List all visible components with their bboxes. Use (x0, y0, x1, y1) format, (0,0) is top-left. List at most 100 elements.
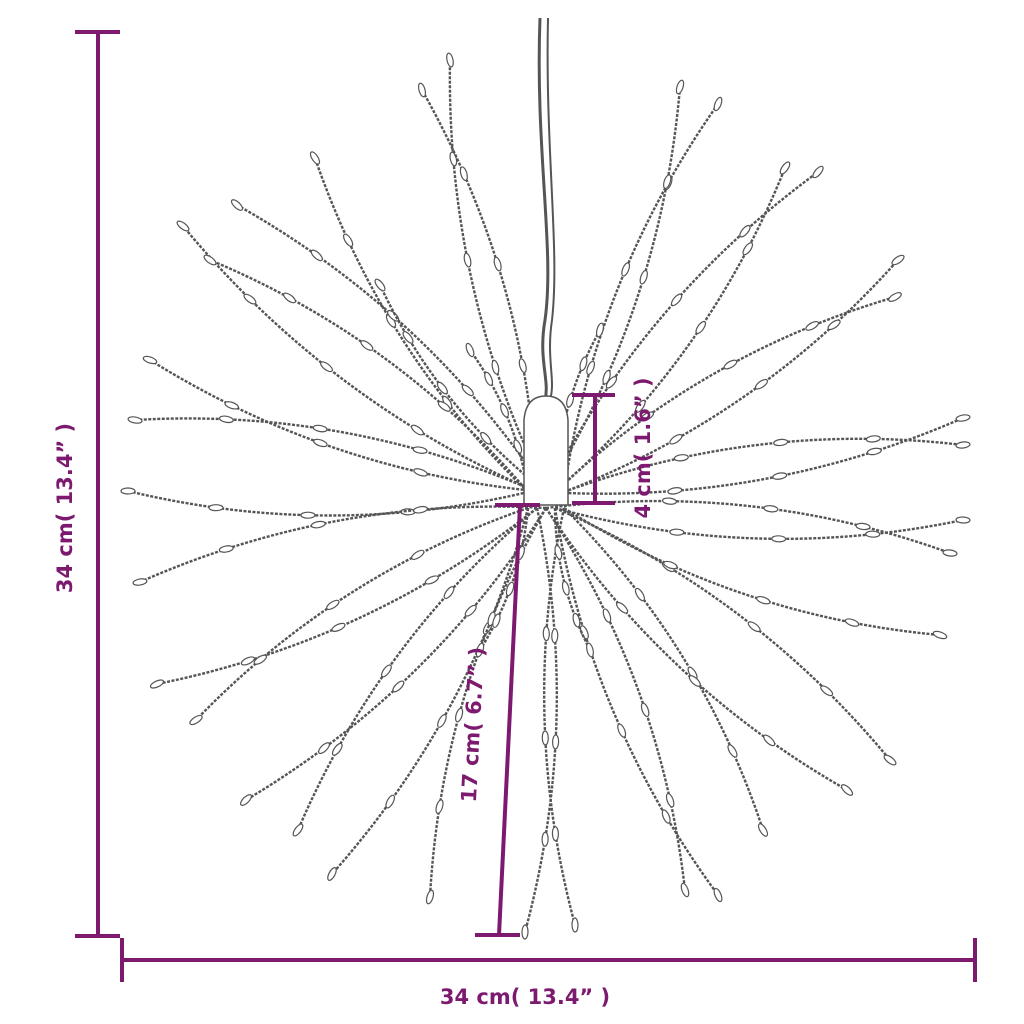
led-bulb (866, 447, 882, 456)
led-bulb (331, 742, 343, 756)
height-dimension: 34 cm( 13.4” ) (53, 30, 120, 938)
led-bulb (443, 586, 455, 600)
led-bulb (586, 642, 594, 658)
led-bulb (484, 371, 494, 387)
led-bulb (541, 831, 549, 847)
light-strand (544, 86, 682, 493)
led-bulb (313, 438, 328, 448)
led-bulb (747, 621, 761, 633)
led-bulb (773, 438, 789, 447)
light-strand (563, 259, 899, 494)
led-bulb (424, 575, 439, 585)
led-bulb (392, 680, 405, 693)
led-bulb (579, 625, 589, 640)
led-bulb (310, 520, 326, 529)
led-bulb (680, 882, 690, 898)
led-bulb (320, 361, 333, 373)
led-bulb (955, 441, 971, 449)
light-strand (245, 507, 548, 802)
led-bulb (120, 487, 136, 495)
led-bulb (661, 497, 678, 505)
led-bulb (461, 384, 474, 397)
led-bulb (317, 742, 331, 755)
led-bulb (309, 151, 321, 165)
light-strand (331, 507, 530, 875)
light-strand (544, 507, 687, 891)
led-bulb (127, 416, 143, 424)
light-strand (544, 171, 819, 493)
led-bulb (360, 340, 374, 351)
led-bulb (713, 96, 723, 112)
led-bulb (640, 702, 650, 718)
led-bulb (491, 359, 500, 375)
led-bulb (331, 622, 346, 632)
led-bulb (739, 224, 751, 238)
led-bulb (888, 292, 902, 302)
led-bulb (239, 794, 253, 806)
light-strand (554, 506, 891, 761)
led-bulb (518, 358, 527, 373)
light-strand (127, 489, 529, 517)
height-label: 34 cm( 13.4” ) (53, 423, 77, 593)
led-bulb (727, 744, 738, 758)
led-bulb (542, 626, 550, 642)
led-bulb (665, 792, 675, 808)
led-bulb (586, 360, 596, 376)
light-strands (120, 52, 971, 940)
led-bulb (840, 784, 854, 796)
led-bulb (723, 359, 738, 370)
light-strand (554, 506, 964, 541)
led-bulb (149, 679, 165, 689)
led-bulb (230, 199, 244, 211)
led-bulb (381, 664, 392, 678)
led-bulb (463, 252, 472, 268)
light-strand (554, 295, 896, 493)
led-bulb (327, 867, 337, 881)
led-bulb (551, 734, 560, 750)
light-strand (545, 416, 964, 495)
led-bulb (639, 269, 648, 285)
led-bulb (663, 174, 672, 189)
led-bulb (505, 581, 515, 597)
led-bulb (865, 530, 881, 538)
led-bulb (688, 675, 701, 687)
light-strand (236, 203, 547, 493)
led-bulb (417, 82, 427, 98)
light-strand (523, 507, 558, 933)
led-bulb (208, 504, 224, 512)
led-bulb (425, 889, 435, 905)
light-strand (428, 507, 548, 898)
led-bulb (602, 608, 612, 623)
light-strand (544, 507, 848, 792)
led-bulb (640, 411, 655, 422)
led-bulb (551, 826, 560, 842)
led-bulb (621, 262, 631, 277)
led-bulb (435, 799, 444, 815)
led-bulb (673, 454, 689, 462)
led-bulb (771, 535, 787, 543)
led-bulb (932, 630, 948, 640)
power-cable (546, 17, 556, 401)
led-bulb (374, 278, 386, 292)
led-bulb (437, 400, 451, 412)
led-bulb (437, 714, 447, 728)
led-bulb (844, 618, 860, 627)
light-strand (156, 507, 538, 686)
led-bulb (459, 166, 468, 182)
led-bulb (541, 730, 549, 746)
light-strand (296, 507, 538, 831)
light-strand (182, 225, 538, 494)
led-bulb (342, 233, 354, 247)
led-bulb (436, 381, 448, 395)
led-bulb (465, 342, 475, 358)
led-bulb (595, 322, 605, 338)
led-bulb (669, 433, 683, 445)
led-bulb (561, 580, 570, 596)
central-hub (523, 395, 569, 506)
led-bulb (292, 823, 304, 837)
led-bulb (203, 254, 217, 266)
led-bulb (695, 320, 707, 335)
light-strand (563, 437, 964, 494)
led-bulb (243, 293, 257, 305)
led-bulb (812, 165, 824, 179)
